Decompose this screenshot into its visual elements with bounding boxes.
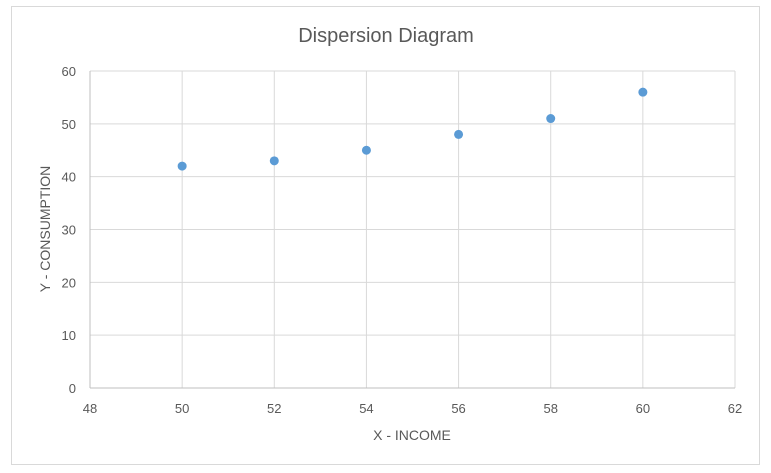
x-tick-label: 54	[359, 401, 373, 416]
chart-title: Dispersion Diagram	[298, 25, 474, 47]
data-point	[454, 129, 464, 139]
y-tick-label: 40	[62, 170, 76, 185]
x-tick-label: 62	[728, 401, 742, 416]
x-tick-label: 50	[175, 401, 189, 416]
tick-labels: 0 10 20 30 40 50 60 48 50 52 54 56 58 60 62	[62, 64, 743, 416]
y-tick-label: 20	[62, 275, 76, 290]
data-point	[269, 156, 279, 166]
data-points	[177, 87, 648, 171]
x-axis-label: X - INCOME	[373, 427, 451, 443]
y-axis-label: Y - CONSUMPTION	[37, 166, 53, 293]
x-tick-label: 58	[543, 401, 557, 416]
y-tick-label: 0	[69, 381, 76, 396]
y-tick-label: 50	[62, 117, 76, 132]
x-tick-label: 56	[451, 401, 465, 416]
y-tick-label: 10	[62, 328, 76, 343]
data-point	[177, 161, 187, 171]
axes	[89, 71, 735, 389]
x-tick-label: 60	[636, 401, 650, 416]
data-point	[546, 114, 556, 124]
data-point	[638, 87, 648, 97]
y-tick-label: 60	[62, 64, 76, 79]
x-tick-label: 52	[267, 401, 281, 416]
x-tick-label: 48	[83, 401, 97, 416]
data-point	[361, 145, 371, 155]
gridlines	[90, 70, 736, 388]
y-tick-label: 30	[62, 223, 76, 238]
